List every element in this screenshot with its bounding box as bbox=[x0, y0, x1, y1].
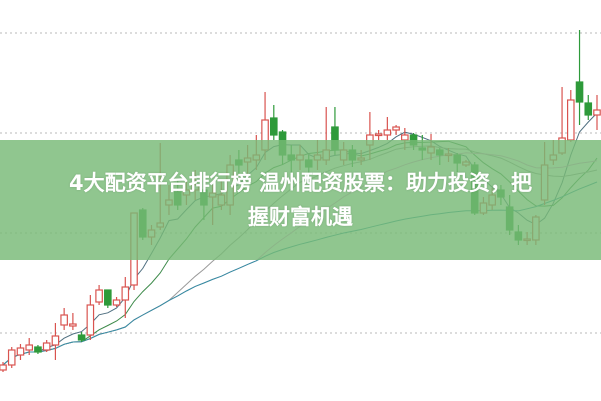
candle-body bbox=[69, 323, 77, 327]
candle bbox=[593, 95, 601, 130]
candle-body bbox=[374, 133, 383, 137]
candle bbox=[566, 90, 575, 142]
candle-body bbox=[575, 81, 584, 103]
candle bbox=[34, 345, 42, 354]
candle bbox=[383, 117, 392, 140]
candle bbox=[16, 344, 25, 360]
candle bbox=[104, 289, 112, 308]
candle-body bbox=[34, 346, 42, 353]
candle-body bbox=[86, 304, 95, 336]
candle bbox=[584, 95, 593, 120]
candle-body bbox=[77, 334, 86, 341]
candle-body bbox=[584, 102, 593, 116]
candle-body bbox=[269, 117, 278, 136]
candle bbox=[112, 297, 121, 307]
candle-body bbox=[95, 289, 103, 303]
candle-body bbox=[104, 289, 112, 306]
candle-body bbox=[16, 347, 25, 356]
candle bbox=[7, 347, 16, 368]
title-banner: 4大配资平台排行榜 温州配资股票：助力投资，把 握财富机遇 bbox=[0, 140, 601, 260]
candle bbox=[77, 332, 86, 342]
candle bbox=[86, 295, 95, 340]
candle bbox=[60, 308, 68, 330]
candle bbox=[121, 277, 130, 318]
candle-body bbox=[7, 349, 16, 366]
candle bbox=[25, 338, 34, 355]
candle-body bbox=[51, 335, 60, 346]
candle-body bbox=[121, 286, 130, 301]
candle-body bbox=[60, 314, 68, 326]
article-title-line-2: 握财富机遇 bbox=[248, 205, 353, 229]
candle-body bbox=[0, 364, 7, 371]
candle-body bbox=[392, 126, 400, 131]
candle-body bbox=[25, 344, 34, 351]
candle-body bbox=[42, 342, 51, 351]
candle bbox=[69, 313, 77, 330]
candle bbox=[0, 362, 7, 372]
candle-body bbox=[566, 99, 575, 141]
candle bbox=[42, 340, 51, 352]
candle bbox=[51, 323, 60, 360]
candle bbox=[392, 125, 400, 135]
candle bbox=[95, 285, 103, 305]
candle bbox=[374, 130, 383, 140]
candle-body bbox=[112, 299, 121, 306]
candle bbox=[575, 30, 584, 125]
candle-body bbox=[593, 109, 601, 116]
article-title-line-1: 4大配资平台排行榜 温州配资股票：助力投资，把 bbox=[69, 171, 532, 195]
candle bbox=[269, 105, 278, 140]
candle-body bbox=[383, 129, 392, 136]
